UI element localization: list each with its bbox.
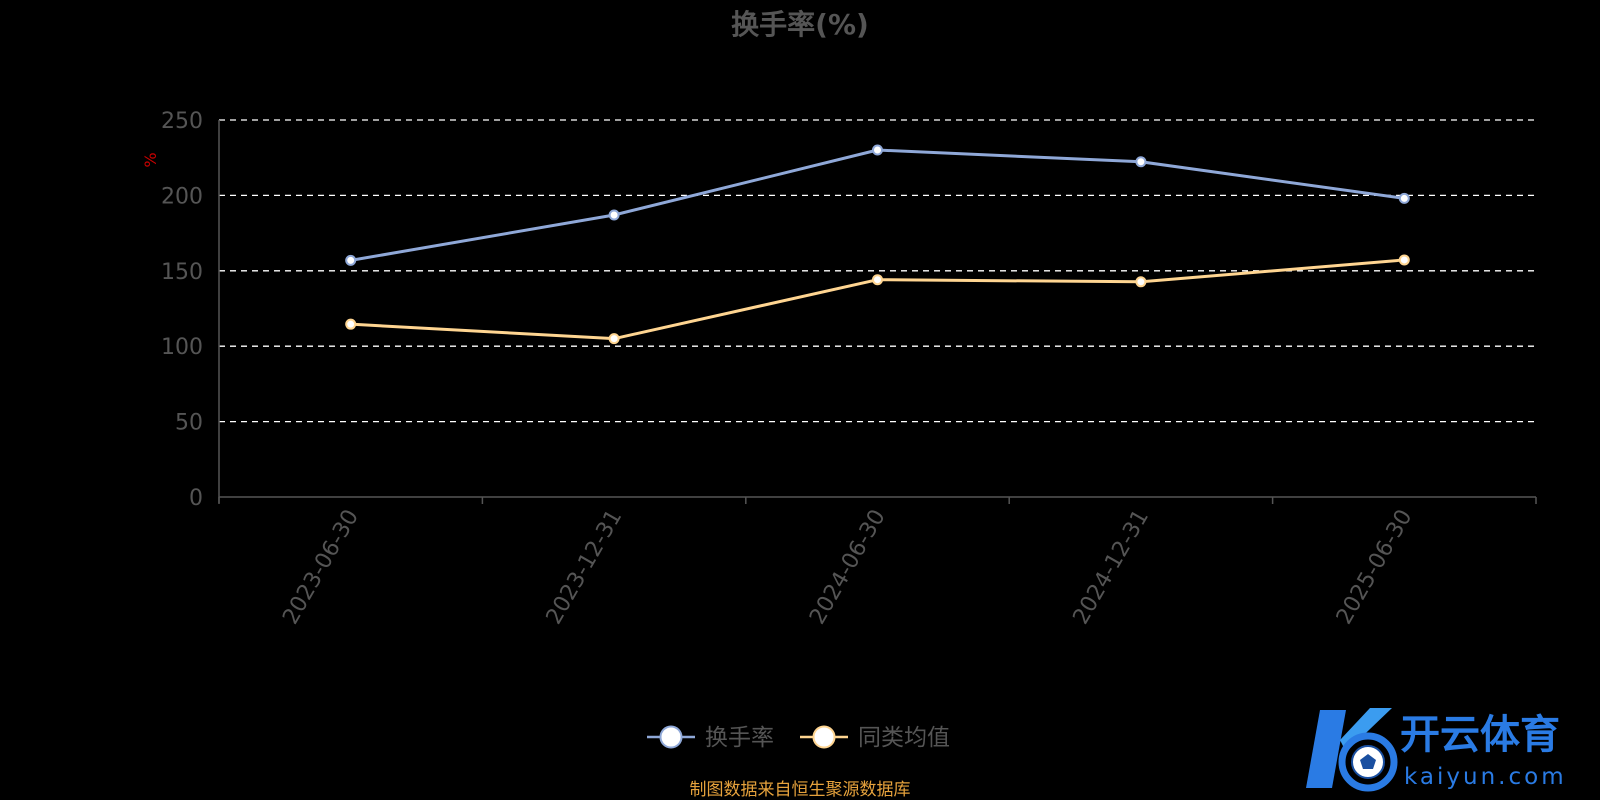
data-point-peer-average[interactable] bbox=[345, 318, 357, 330]
y-tick-label: 50 bbox=[175, 411, 203, 436]
legend: 换手率 同类均值 bbox=[647, 725, 950, 751]
legend-item-turnover[interactable]: 换手率 bbox=[647, 725, 774, 751]
y-tick-label: 250 bbox=[161, 109, 203, 134]
data-point-peer-average[interactable] bbox=[872, 274, 883, 286]
series-line-turnover bbox=[350, 148, 1405, 262]
x-tick-label: 2024-06-30 bbox=[805, 506, 891, 629]
legend-label-turnover: 换手率 bbox=[705, 725, 774, 751]
brand-domain: kaiyun.com bbox=[1404, 764, 1567, 790]
data-point-peer-average[interactable] bbox=[608, 333, 620, 345]
data-point-turnover[interactable] bbox=[872, 144, 883, 156]
legend-item-peer-average[interactable]: 同类均值 bbox=[800, 725, 950, 751]
y-tick-label: 200 bbox=[161, 184, 203, 209]
legend-label-peer-average: 同类均值 bbox=[858, 725, 950, 751]
data-point-turnover[interactable] bbox=[1135, 156, 1147, 168]
data-point-turnover[interactable] bbox=[1398, 192, 1410, 204]
x-tick-label: 2025-06-30 bbox=[1332, 506, 1418, 629]
legend-marker-peer-average bbox=[812, 725, 836, 749]
x-tick-label: 2024-12-31 bbox=[1069, 506, 1155, 629]
y-tick-label: 150 bbox=[161, 260, 203, 285]
y-tick-label: 100 bbox=[161, 335, 203, 360]
data-source-note: 制图数据来自恒生聚源数据库 bbox=[690, 780, 911, 800]
data-point-peer-average[interactable] bbox=[1398, 254, 1410, 266]
data-point-turnover[interactable] bbox=[608, 209, 620, 221]
y-tick-label: 0 bbox=[189, 486, 203, 511]
series-line-peer-average bbox=[350, 258, 1405, 341]
y-axis-label: % bbox=[141, 152, 160, 167]
legend-marker-turnover bbox=[659, 725, 683, 749]
series-lines bbox=[345, 144, 1410, 345]
data-point-turnover[interactable] bbox=[345, 254, 357, 266]
x-tick-label: 2023-12-31 bbox=[542, 506, 628, 629]
chart-title: 换手率(%) bbox=[731, 8, 869, 41]
data-point-peer-average[interactable] bbox=[1135, 276, 1147, 288]
brand-logo-icon bbox=[1306, 708, 1398, 792]
brand-name: 开云体育 bbox=[1400, 712, 1560, 758]
grid-lines bbox=[219, 119, 1536, 423]
x-tick-label: 2023-06-30 bbox=[278, 506, 364, 629]
brand-watermark: 开云体育 kaiyun.com bbox=[1300, 700, 1600, 800]
